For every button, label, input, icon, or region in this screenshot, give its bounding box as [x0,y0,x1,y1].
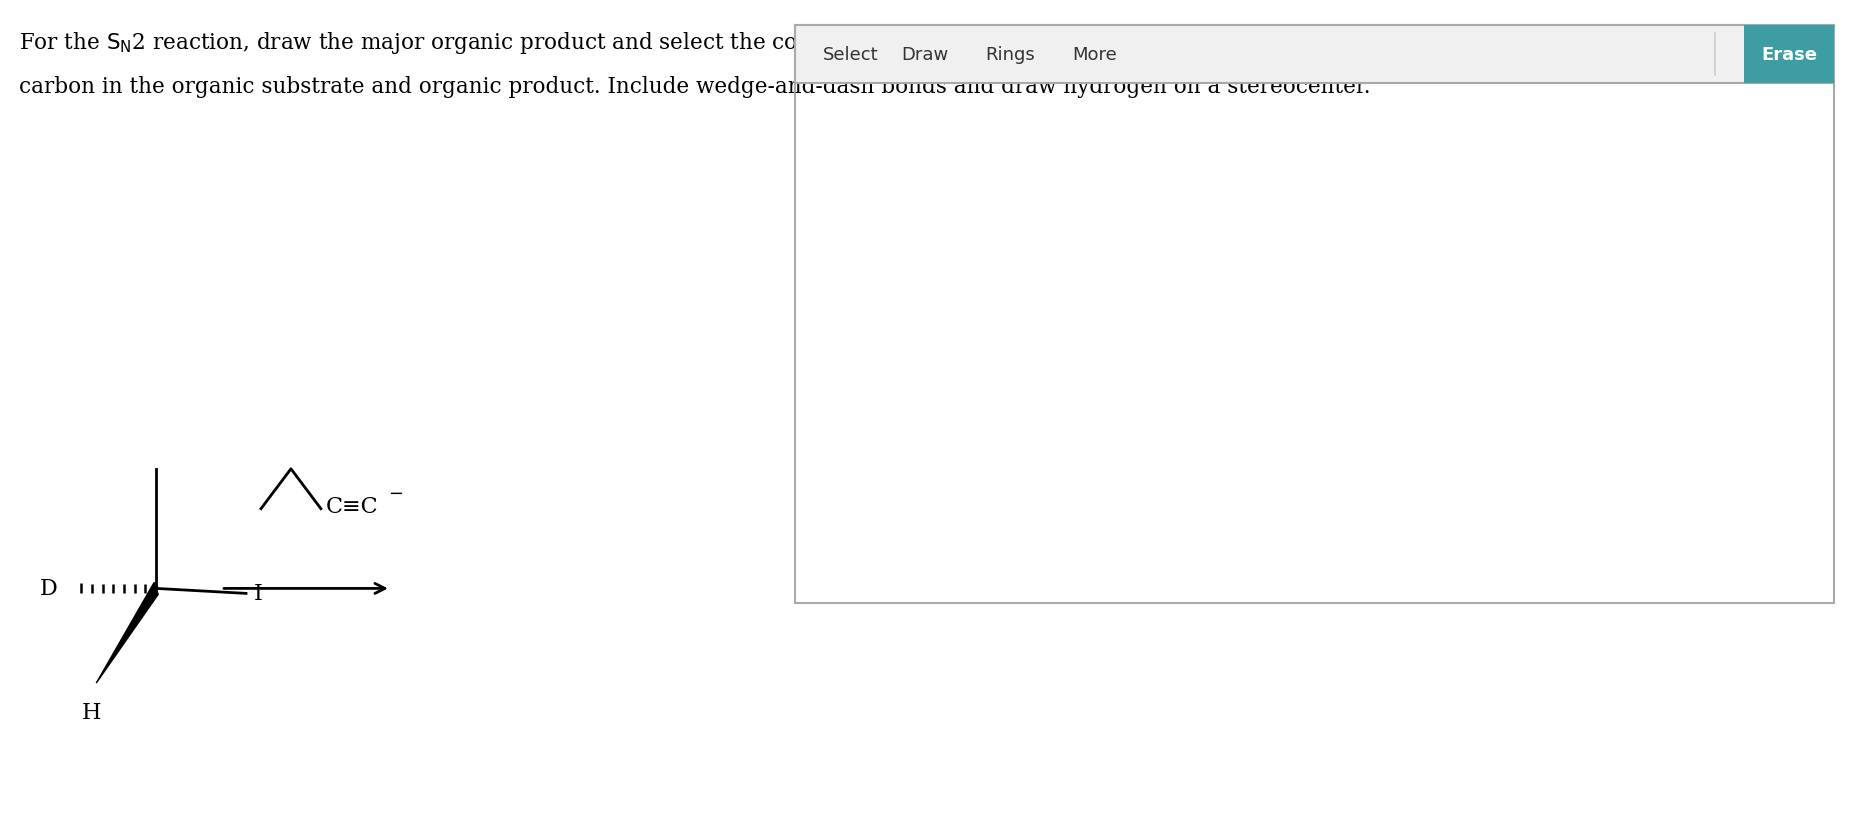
Text: Select: Select [823,46,878,64]
Text: Draw: Draw [901,46,949,64]
Text: I: I [254,583,262,605]
Bar [795,26,1833,603]
Text: C≡C: C≡C [325,495,379,517]
Text: For the $\mathrm{S_N}$2 reaction, draw the major organic product and select the : For the $\mathrm{S_N}$2 reaction, draw t… [19,29,1365,56]
Text: −: − [388,484,403,502]
Text: D: D [39,578,58,600]
Text: carbon in the organic substrate and organic product. Include wedge-and-dash bond: carbon in the organic substrate and orga… [19,76,1370,98]
Text: H: H [82,701,100,723]
Bar [1744,26,1833,84]
Text: Erase: Erase [1760,46,1816,64]
Bar [795,26,1833,84]
Polygon shape [97,583,158,683]
Text: More: More [1071,46,1116,64]
Text: Rings: Rings [984,46,1034,64]
